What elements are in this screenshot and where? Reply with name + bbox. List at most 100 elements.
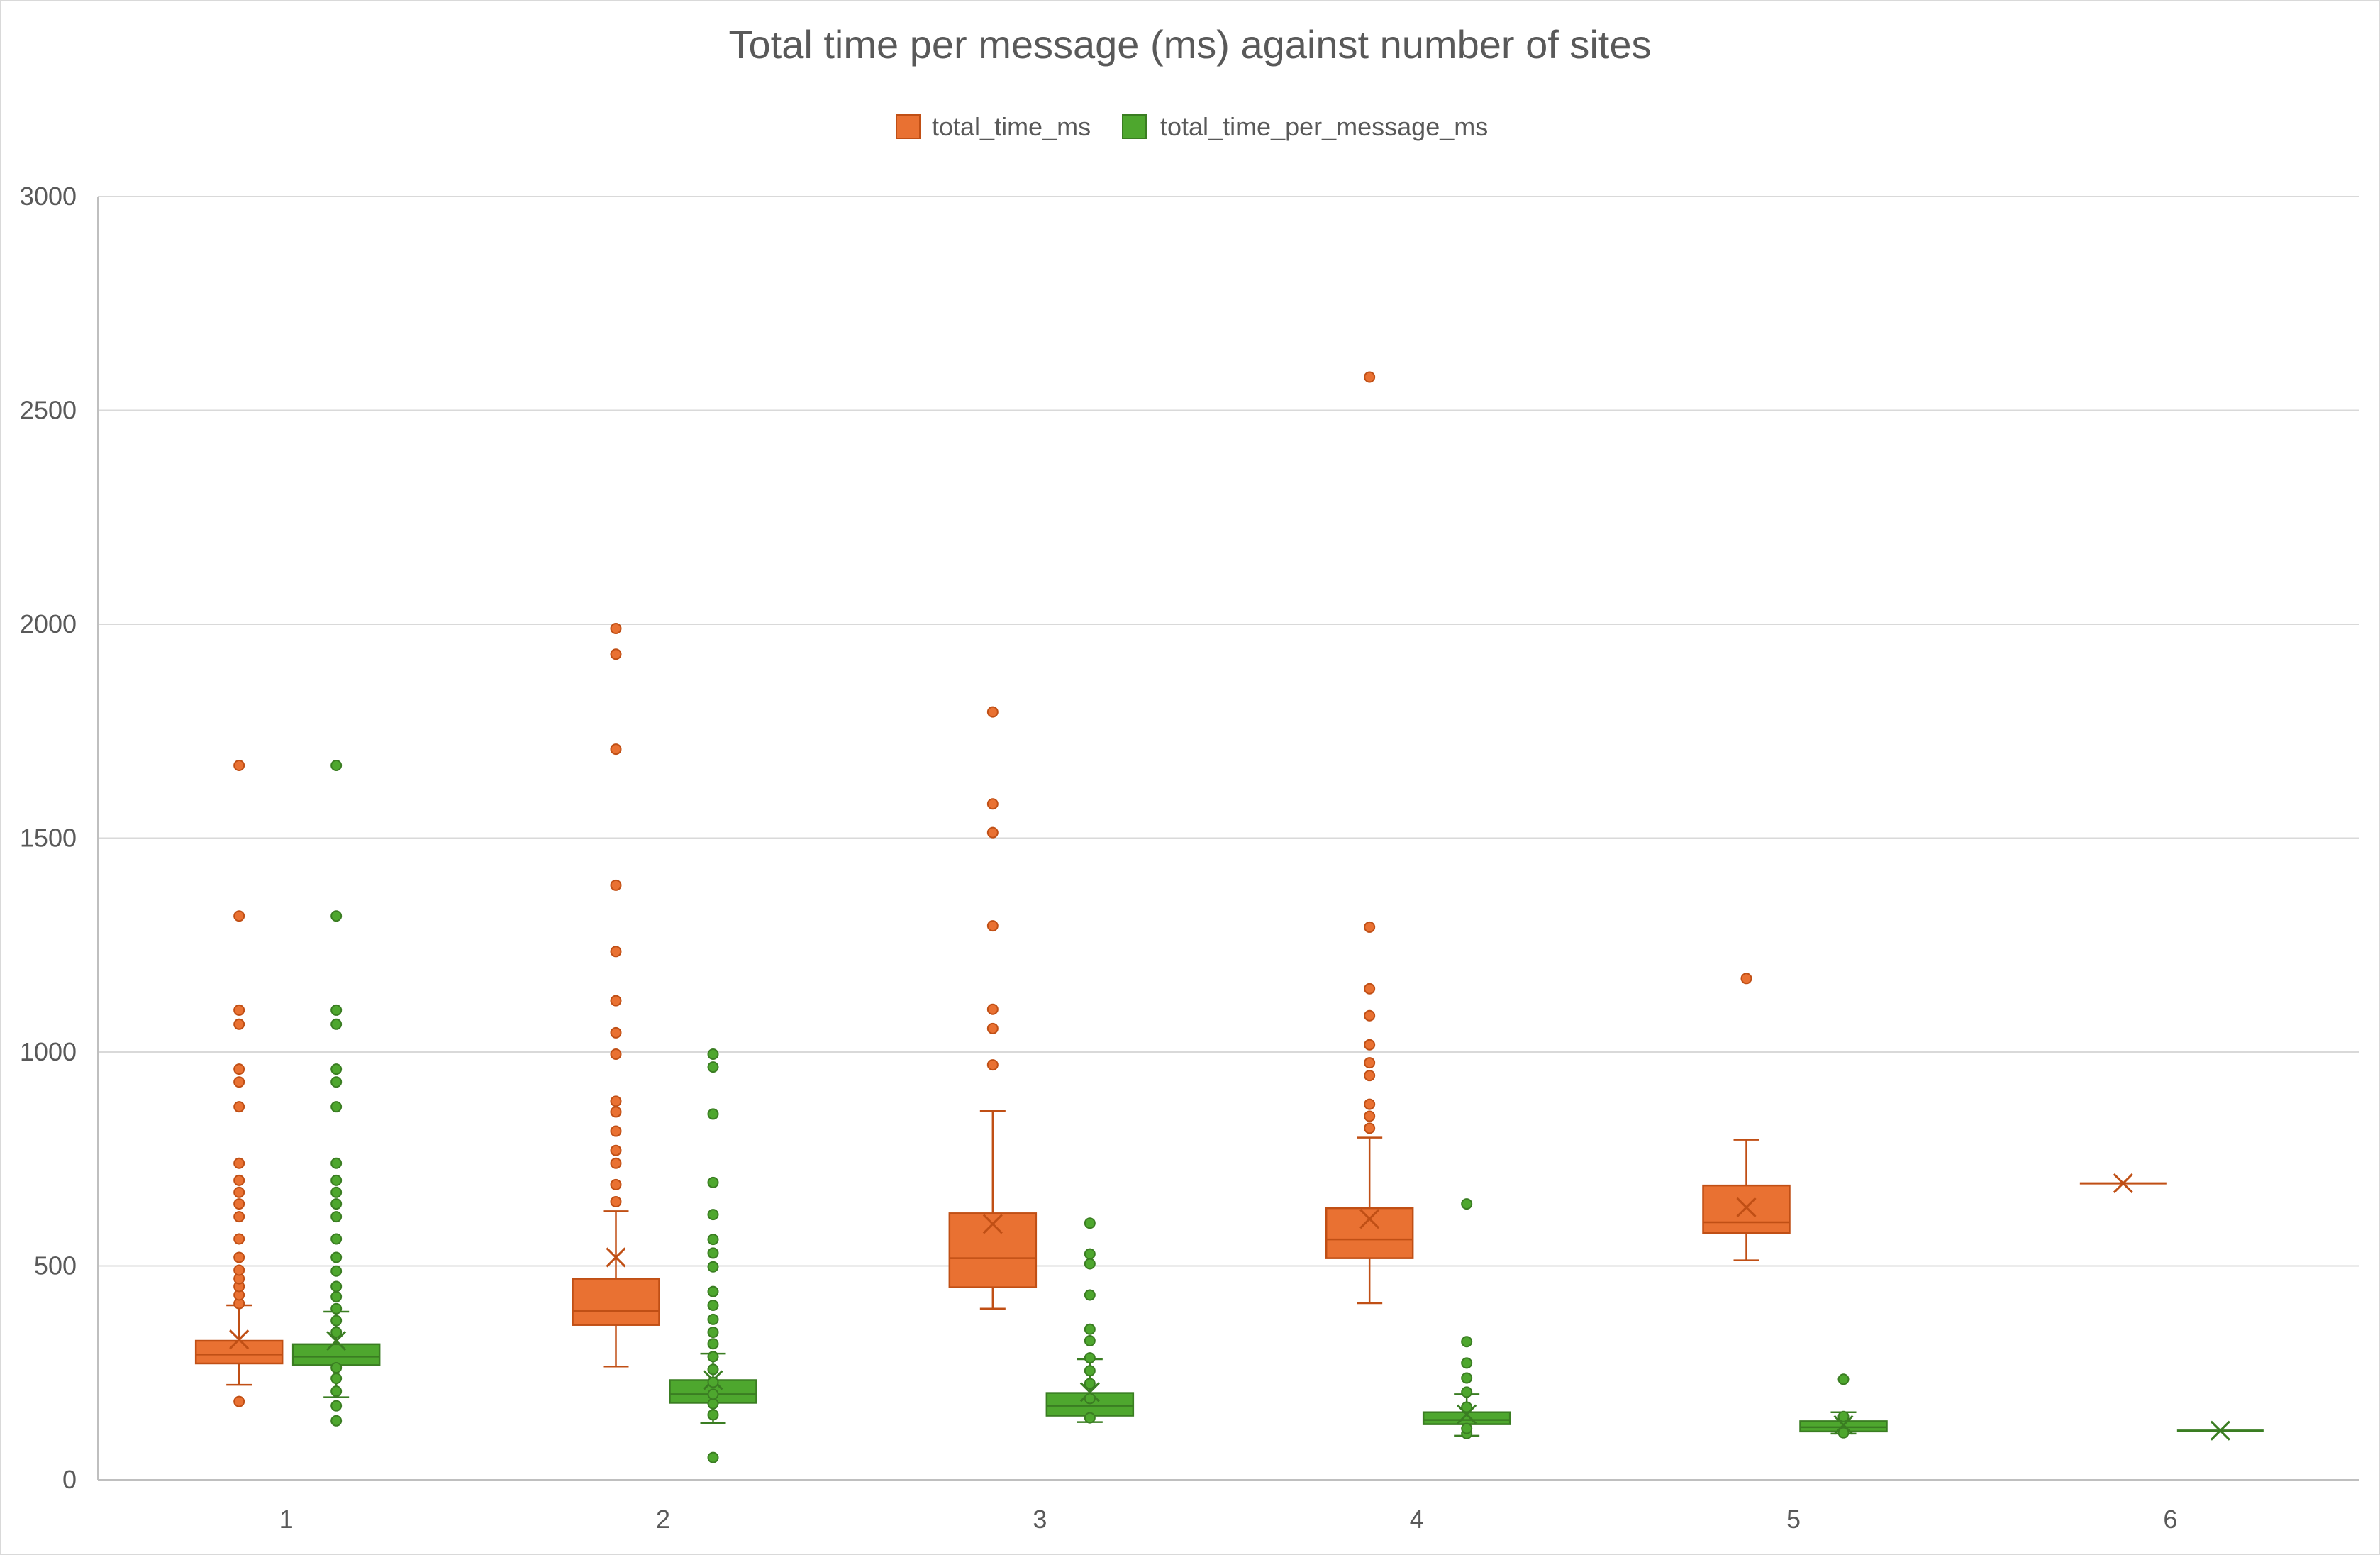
- outlier-point: [330, 1018, 343, 1030]
- box-total-time-ms-sites-1: [194, 759, 284, 1407]
- outlier-point: [610, 879, 622, 891]
- outlier-point: [330, 1076, 343, 1088]
- mean-marker: [1736, 1197, 1757, 1217]
- outlier-point: [1364, 1098, 1376, 1110]
- outlier-point: [986, 920, 999, 932]
- outlier-point: [707, 1176, 719, 1188]
- box-iqr: [1325, 1207, 1414, 1259]
- box-total-time-ms-sites-6: [2079, 1173, 2167, 1194]
- outlier-point: [610, 1026, 622, 1039]
- x-axis: 1 2 3 4 5 6: [98, 1479, 2359, 1534]
- plot-area: [194, 371, 2264, 1463]
- outlier-point: [233, 1198, 245, 1210]
- outlier-point: [610, 995, 622, 1007]
- outlier-point: [707, 1313, 719, 1325]
- outlier-point: [707, 1261, 719, 1273]
- series-total-time-per-message-ms: [291, 759, 2264, 1463]
- outlier-point: [330, 1265, 343, 1277]
- outlier-point: [1084, 1393, 1096, 1405]
- outlier-point: [707, 1376, 719, 1388]
- mean-marker: [1079, 1382, 1100, 1402]
- box-total-time-ms-sites-4: [1325, 371, 1414, 1305]
- outlier-point: [1084, 1352, 1096, 1364]
- y-tick-label: 0: [62, 1465, 77, 1494]
- outlier-point: [610, 623, 622, 635]
- outlier-point: [330, 1233, 343, 1245]
- gridlines: [98, 196, 2359, 1267]
- outlier-point: [1084, 1258, 1096, 1270]
- outlier-point: [707, 1363, 719, 1376]
- box-iqr: [291, 1343, 381, 1366]
- outlier-point: [1364, 1009, 1376, 1022]
- outlier-point: [1461, 1372, 1473, 1384]
- outlier-point: [707, 1351, 719, 1363]
- outlier-point: [610, 1178, 622, 1190]
- outlier-point: [330, 1400, 343, 1412]
- outlier-point: [330, 1362, 343, 1374]
- outlier-point: [233, 1063, 245, 1075]
- outlier-point: [330, 1302, 343, 1315]
- box-iqr: [1702, 1184, 1791, 1234]
- mean-marker: [2113, 1173, 2133, 1194]
- outlier-point: [986, 1059, 999, 1071]
- outlier-point: [1084, 1248, 1096, 1260]
- mean-marker: [1457, 1404, 1477, 1424]
- outlier-point: [986, 1003, 999, 1015]
- y-tick-label: 3000: [20, 182, 77, 211]
- outlier-point: [610, 1144, 622, 1156]
- outlier-point: [1461, 1198, 1473, 1210]
- outlier-point: [233, 1186, 245, 1198]
- outlier-point: [330, 759, 343, 771]
- box-total-time-per-message-ms-sites-6: [2176, 1420, 2264, 1441]
- outlier-point: [986, 826, 999, 839]
- series-total-time-ms: [194, 371, 2167, 1407]
- outlier-point: [1461, 1401, 1473, 1413]
- outlier-point: [233, 1174, 245, 1186]
- y-tick-label: 2500: [20, 396, 77, 425]
- outlier-point: [330, 1157, 343, 1169]
- mean-marker: [229, 1329, 250, 1350]
- outlier-point: [330, 1186, 343, 1198]
- y-tick-label: 1500: [20, 824, 77, 853]
- outlier-point: [1364, 1039, 1376, 1051]
- outlier-point: [330, 1211, 343, 1223]
- outlier-point: [707, 1234, 719, 1246]
- outlier-point: [1084, 1217, 1096, 1229]
- outlier-point: [1364, 1122, 1376, 1134]
- y-tick-label: 2000: [20, 609, 77, 638]
- legend: total_time_ms total_time_per_message_ms: [896, 112, 1488, 141]
- mean-marker: [326, 1330, 347, 1351]
- outlier-point: [330, 1198, 343, 1210]
- outlier-point: [1364, 1110, 1376, 1122]
- outlier-point: [1084, 1323, 1096, 1335]
- outlier-point: [233, 1076, 245, 1088]
- outlier-point: [330, 1063, 343, 1075]
- outlier-point: [1084, 1412, 1096, 1424]
- outlier-point: [330, 1326, 343, 1338]
- mean-marker: [1359, 1209, 1380, 1229]
- outlier-point: [610, 1095, 622, 1107]
- outlier-point: [233, 1018, 245, 1030]
- box-total-time-per-message-ms-sites-2: [669, 1048, 757, 1463]
- outlier-point: [610, 1196, 622, 1208]
- legend-swatch-total-time-per-message: [1122, 114, 1147, 139]
- outlier-point: [707, 1108, 719, 1120]
- outlier-point: [1364, 1057, 1376, 1069]
- mean-marker: [606, 1247, 626, 1268]
- outlier-point: [986, 798, 999, 810]
- outlier-point: [610, 648, 622, 660]
- outlier-point: [233, 910, 245, 922]
- outlier-point: [330, 1373, 343, 1385]
- outlier-point: [1461, 1386, 1473, 1398]
- outlier-point: [707, 1247, 719, 1259]
- outlier-point: [1837, 1427, 1850, 1439]
- box-iqr: [948, 1212, 1038, 1288]
- x-tick-label: 5: [1786, 1505, 1801, 1534]
- y-tick-label: 1000: [20, 1037, 77, 1066]
- outlier-point: [1837, 1373, 1850, 1385]
- box-total-time-per-message-ms-sites-4: [1422, 1198, 1511, 1439]
- x-tick-label: 1: [279, 1505, 294, 1534]
- mean-marker: [2210, 1420, 2230, 1441]
